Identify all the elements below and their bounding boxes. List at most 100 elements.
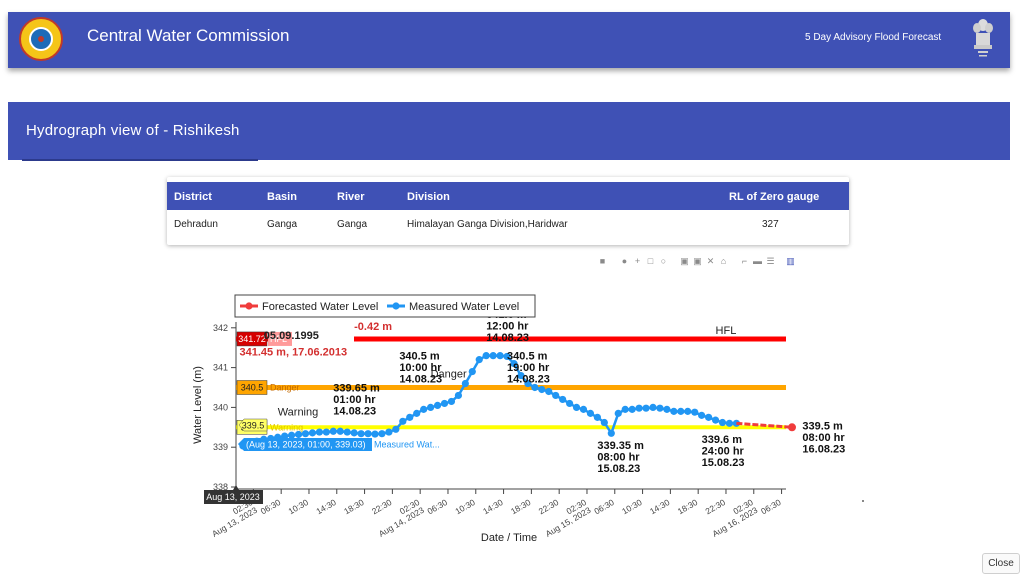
measured-data-point (677, 407, 685, 415)
chart-annotation: 339.6 m (702, 434, 743, 446)
measured-data-point (663, 405, 671, 413)
chart-annotation: 340.5 m (507, 351, 548, 363)
plotly-logo-icon[interactable]: ▥ (786, 256, 795, 266)
x-tick-label: 22:30 (704, 497, 728, 516)
level-tag-value: 340.5 (241, 383, 264, 393)
chart-annotation: 15.08.23 (702, 457, 745, 469)
measured-data-point (301, 430, 310, 438)
chart-annotation: 19:00 hr (507, 362, 550, 374)
hover-closest-icon[interactable]: ▬ (753, 256, 762, 266)
measured-data-point (559, 395, 567, 404)
level-tag-label: Warning (270, 422, 303, 432)
camera-icon[interactable]: ■ (599, 256, 606, 266)
measured-data-point (406, 413, 414, 421)
measured-data-point (308, 429, 317, 437)
legend-swatch-forecast-dot (245, 302, 253, 310)
measured-data-point (718, 418, 727, 427)
measured-data-point (531, 383, 539, 392)
forecast-data-point (788, 423, 796, 432)
forecast-series-line (736, 421, 793, 429)
title-underline (22, 159, 258, 161)
chart-modebar: ■ ● + □ ○ ▣ ▣ ✕ ⌂ ⌐ ▬ ☰ ▥ (596, 256, 842, 270)
y-tick-label: 338 (213, 482, 228, 492)
measured-data-point (635, 404, 643, 412)
measured-data-point (420, 405, 428, 413)
chart-annotation: 339.5 m (802, 420, 843, 432)
box-select-icon[interactable]: □ (647, 256, 654, 266)
chart-annotation: 15.08.23 (597, 463, 640, 475)
measured-data-point (628, 405, 636, 413)
measured-data-point (440, 399, 449, 408)
close-button[interactable]: Close (982, 553, 1020, 574)
measured-data-point (454, 391, 462, 400)
level-tag-box (236, 380, 268, 395)
x-tick-label: 06:30 (426, 497, 450, 516)
legend-swatch-measured-dot (392, 302, 400, 310)
chart-annotation: 14.08.23 (333, 405, 376, 417)
measured-data-point (329, 427, 337, 435)
chart-annotation: 14.08.23 (507, 374, 550, 386)
pan-icon[interactable]: + (634, 256, 641, 266)
measured-data-point (614, 409, 622, 417)
measured-data-point (593, 413, 602, 421)
y-tick-label: 341 (213, 363, 228, 373)
measured-data-point (691, 408, 699, 416)
measured-data-point (503, 352, 511, 361)
y-axis-label: Water Level (m) (192, 366, 204, 444)
x-tick-label-line: 18:30 (509, 497, 533, 516)
chart-annotation: Warning (278, 406, 319, 418)
y-tick-label: 340 (213, 402, 228, 412)
reset-axes-icon[interactable]: ⌂ (720, 256, 727, 266)
measured-data-point (510, 360, 518, 368)
autoscale-icon[interactable]: ✕ (706, 256, 715, 266)
advisory-forecast-link[interactable]: 5 Day Advisory Flood Forecast (805, 32, 942, 43)
measured-data-point (656, 404, 664, 412)
measured-data-point (281, 432, 289, 440)
logo-wheel (29, 27, 53, 51)
level-tag-label: HFL (270, 334, 287, 344)
x-tick-label-line: 18:30 (342, 497, 366, 516)
chart-annotation: 08:00 hr (597, 452, 640, 464)
cwc-logo-icon[interactable] (19, 17, 63, 61)
x-tick-label: 06:30 (759, 497, 783, 516)
chart-annotation: HFL (716, 325, 737, 337)
chart-annotation: 14.08.23 (399, 374, 442, 386)
measured-data-point (475, 356, 483, 364)
measured-data-point (600, 418, 608, 427)
x-tick-label-line: 10:30 (620, 497, 644, 516)
column-header-river: River (337, 191, 365, 203)
measured-data-point (705, 413, 713, 421)
legend-label-forecast: Forecasted Water Level (262, 301, 378, 313)
column-header-rl-zero-gauge: RL of Zero gauge (729, 191, 820, 203)
x-tick-label-line: 18:30 (676, 497, 700, 516)
measured-data-point (517, 371, 525, 380)
chart-annotation: 339.65 m (333, 382, 380, 394)
x-tick-label: 18:30 (676, 497, 700, 516)
zoom-in-icon[interactable]: ▣ (680, 256, 689, 266)
measured-data-point (698, 411, 706, 419)
hover-y-tag (238, 418, 268, 432)
app-title[interactable]: Central Water Commission (87, 26, 290, 45)
hover-series-label: Measured Wat... (374, 440, 440, 450)
zoom-icon[interactable]: ● (621, 256, 628, 266)
cell-basin: Ganga (267, 219, 298, 230)
measured-data-point (447, 397, 456, 406)
page-title: Hydrograph view of - Rishikesh (26, 122, 240, 139)
measured-data-point (621, 405, 629, 413)
x-tick-label: 18:30 (509, 497, 533, 516)
level-tag-label: Danger (270, 383, 300, 393)
measured-data-point (392, 425, 400, 433)
spike-lines-icon[interactable]: ⌐ (741, 256, 748, 266)
cell-district: Dehradun (174, 219, 218, 230)
hover-y-tag-value: 339.5 (242, 421, 265, 431)
lasso-icon[interactable]: ○ (660, 256, 667, 266)
chart-annotation: Danger (431, 369, 467, 381)
hover-compare-icon[interactable]: ☰ (766, 256, 775, 266)
chart-annotation: 14.08.23 (486, 332, 529, 344)
measured-data-point (350, 429, 358, 437)
measured-data-point (579, 405, 588, 413)
chart-annotation: 08:00 hr (802, 432, 845, 444)
y-tick-label: 342 (213, 323, 228, 333)
zoom-out-icon[interactable]: ▣ (693, 256, 702, 266)
column-header-district: District (174, 191, 212, 203)
